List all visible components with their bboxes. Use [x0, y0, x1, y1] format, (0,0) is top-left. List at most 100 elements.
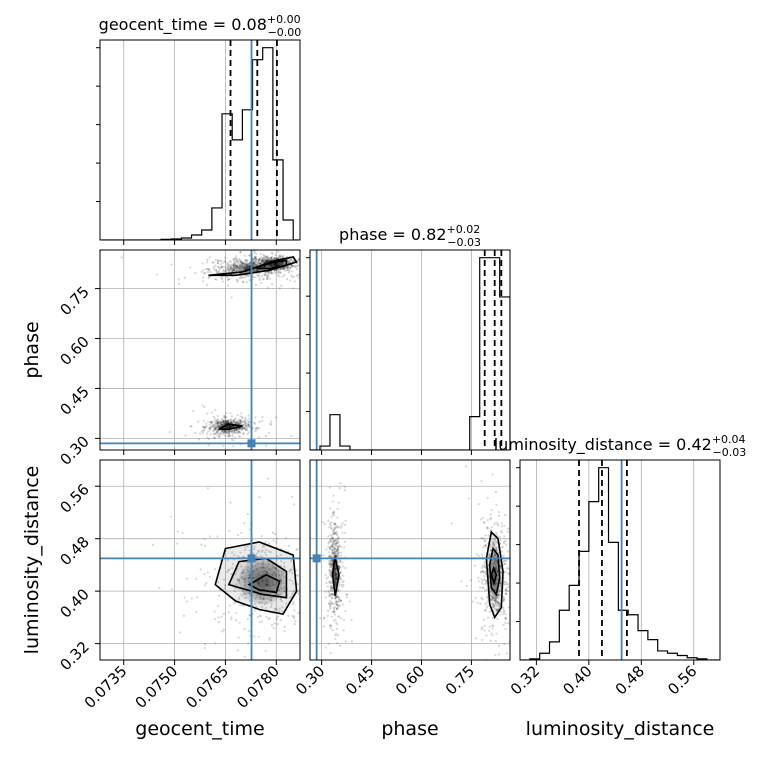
sample-point	[243, 427, 247, 430]
sample-point	[242, 423, 245, 426]
sample-point	[246, 263, 249, 266]
sample-point	[491, 596, 495, 599]
sample-point	[335, 607, 338, 611]
sample-point	[495, 610, 499, 613]
sample-point	[248, 423, 251, 426]
sample-point	[265, 259, 268, 262]
sample-point	[286, 259, 290, 263]
sample-point	[327, 551, 331, 554]
sample-point	[229, 425, 232, 429]
sample-point	[217, 421, 220, 424]
sample-point	[215, 422, 218, 425]
sample-point	[264, 541, 267, 544]
sample-point	[341, 531, 344, 534]
sample-point	[331, 549, 334, 553]
sample-point	[257, 581, 260, 585]
sample-point	[498, 602, 501, 605]
sample-point	[255, 263, 258, 266]
sample-point	[245, 258, 248, 262]
sample-point	[272, 566, 275, 569]
sample-point	[278, 262, 281, 265]
sample-point	[245, 597, 248, 600]
sample-point	[221, 420, 224, 423]
sample-point	[335, 602, 338, 605]
sample-point	[292, 287, 295, 290]
sample-point	[493, 554, 497, 557]
sample-point	[256, 426, 259, 429]
sample-point	[341, 522, 344, 525]
sample-point	[280, 573, 284, 576]
sample-point	[342, 579, 345, 583]
sample-point	[258, 621, 261, 624]
sample-point	[226, 267, 229, 271]
sample-point	[507, 606, 510, 609]
sample-point	[257, 262, 260, 265]
y-tick-label: 0.48	[56, 533, 92, 569]
sample-point	[273, 263, 276, 267]
sample-point	[331, 500, 334, 503]
sample-point	[261, 545, 265, 548]
sample-point	[494, 586, 497, 590]
sample-point	[333, 613, 337, 616]
sample-point	[274, 271, 277, 275]
sample-point	[495, 599, 498, 602]
sample-point	[222, 578, 226, 581]
sample-point	[490, 598, 493, 601]
density-shade	[225, 425, 232, 428]
sample-point	[231, 425, 234, 428]
sample-point	[240, 593, 243, 596]
sample-point	[506, 530, 510, 533]
sample-point	[239, 415, 242, 418]
sample-point	[239, 419, 242, 422]
sample-point	[242, 423, 245, 426]
sample-point	[331, 593, 334, 596]
sample-point	[496, 593, 500, 597]
sample-point	[333, 551, 337, 555]
sample-point	[277, 250, 280, 253]
sample-point	[243, 254, 247, 257]
sample-point	[477, 580, 481, 583]
sample-point	[275, 617, 278, 621]
sample-point	[491, 543, 495, 546]
sample-point	[234, 422, 237, 425]
sample-point	[244, 426, 247, 429]
sample-point	[266, 265, 269, 268]
sample-point	[270, 263, 273, 266]
sample-point	[340, 583, 343, 586]
sample-point	[484, 608, 487, 611]
sample-point	[271, 564, 274, 567]
sample-point	[238, 596, 241, 599]
sample-point	[204, 544, 207, 548]
sample-point	[231, 420, 234, 423]
sample-point	[330, 521, 333, 524]
sample-point	[525, 550, 527, 552]
sample-point	[336, 545, 340, 549]
sample-point	[231, 264, 235, 267]
sample-point	[234, 257, 237, 260]
sample-point	[334, 522, 337, 525]
sample-point	[243, 262, 246, 265]
sample-point	[274, 263, 278, 266]
x-tick-label: 0.0735	[81, 662, 131, 712]
sample-point	[290, 495, 294, 498]
sample-point	[240, 576, 243, 580]
sample-point	[490, 509, 493, 512]
sample-point	[292, 616, 296, 620]
sample-point	[248, 265, 251, 269]
sample-point	[280, 255, 283, 258]
sample-point	[244, 428, 247, 431]
sample-point	[274, 257, 277, 260]
sample-point	[224, 256, 227, 259]
sample-point	[333, 579, 337, 583]
sample-point	[234, 266, 238, 269]
sample-point	[262, 257, 265, 260]
sample-point	[499, 581, 502, 584]
sample-point	[494, 540, 497, 543]
sample-point	[230, 267, 234, 270]
sample-point	[247, 414, 250, 417]
sample-point	[504, 562, 507, 565]
sample-point	[296, 273, 300, 277]
sample-point	[327, 642, 330, 645]
sample-point	[225, 419, 228, 422]
sample-point	[498, 593, 501, 596]
